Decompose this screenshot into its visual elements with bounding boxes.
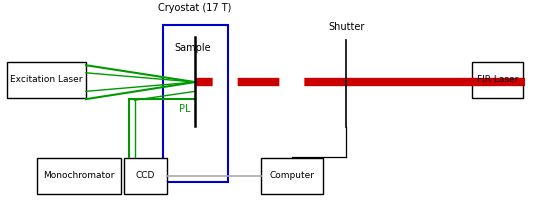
Text: PL: PL (179, 104, 190, 114)
Text: Shutter: Shutter (328, 22, 365, 32)
FancyBboxPatch shape (261, 158, 324, 194)
FancyBboxPatch shape (8, 62, 85, 98)
Text: Cryostat (17 T): Cryostat (17 T) (159, 3, 232, 13)
Text: Computer: Computer (270, 171, 315, 180)
FancyBboxPatch shape (163, 25, 228, 182)
FancyBboxPatch shape (37, 158, 121, 194)
Text: Sample: Sample (174, 43, 211, 53)
Text: Monochromator: Monochromator (43, 171, 115, 180)
Text: FIR Laser: FIR Laser (477, 75, 518, 84)
Text: CCD: CCD (136, 171, 155, 180)
Text: Excitation Laser: Excitation Laser (10, 75, 83, 84)
FancyBboxPatch shape (472, 62, 524, 98)
FancyBboxPatch shape (124, 158, 167, 194)
